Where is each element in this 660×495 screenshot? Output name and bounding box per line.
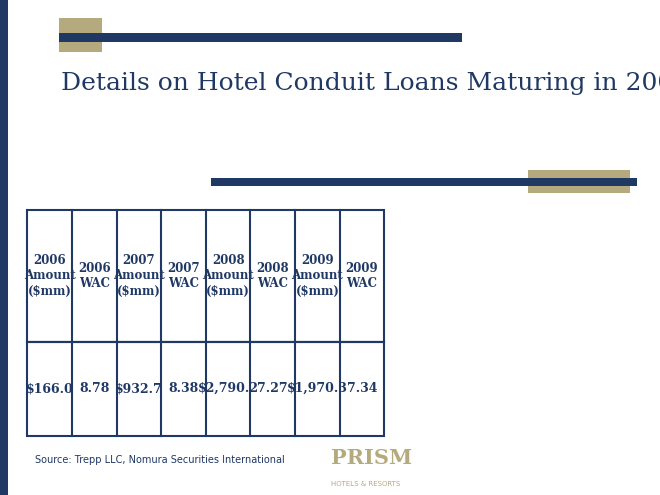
Text: $1,970.3: $1,970.3	[287, 382, 348, 395]
Text: 8.78: 8.78	[79, 382, 110, 395]
Text: 2006
Amount
($mm): 2006 Amount ($mm)	[24, 254, 76, 297]
Text: $166.0: $166.0	[26, 382, 74, 395]
Text: 2006
WAC: 2006 WAC	[78, 262, 111, 290]
Text: Source: Trepp LLC, Nomura Securities International: Source: Trepp LLC, Nomura Securities Int…	[35, 455, 285, 465]
Text: 2007
WAC: 2007 WAC	[167, 262, 200, 290]
Text: PRISM: PRISM	[331, 448, 412, 468]
Text: 2009
Amount
($mm): 2009 Amount ($mm)	[292, 254, 343, 297]
Text: 2008
Amount
($mm): 2008 Amount ($mm)	[202, 254, 254, 297]
Text: 2007
Amount
($mm): 2007 Amount ($mm)	[113, 254, 165, 297]
Text: HOTELS & RESORTS: HOTELS & RESORTS	[331, 481, 401, 487]
Text: $932.7: $932.7	[115, 382, 163, 395]
Text: $2,790.2: $2,790.2	[197, 382, 259, 395]
Text: 7.27: 7.27	[257, 382, 288, 395]
Bar	[28, 342, 384, 436]
Text: 8.38: 8.38	[168, 382, 199, 395]
Bar	[28, 210, 384, 342]
Text: 7.34: 7.34	[346, 382, 378, 395]
Text: 2008
WAC: 2008 WAC	[257, 262, 289, 290]
Text: Details on Hotel Conduit Loans Maturing in 2006-2009: Details on Hotel Conduit Loans Maturing …	[61, 72, 660, 95]
Text: 2009
WAC: 2009 WAC	[346, 262, 378, 290]
